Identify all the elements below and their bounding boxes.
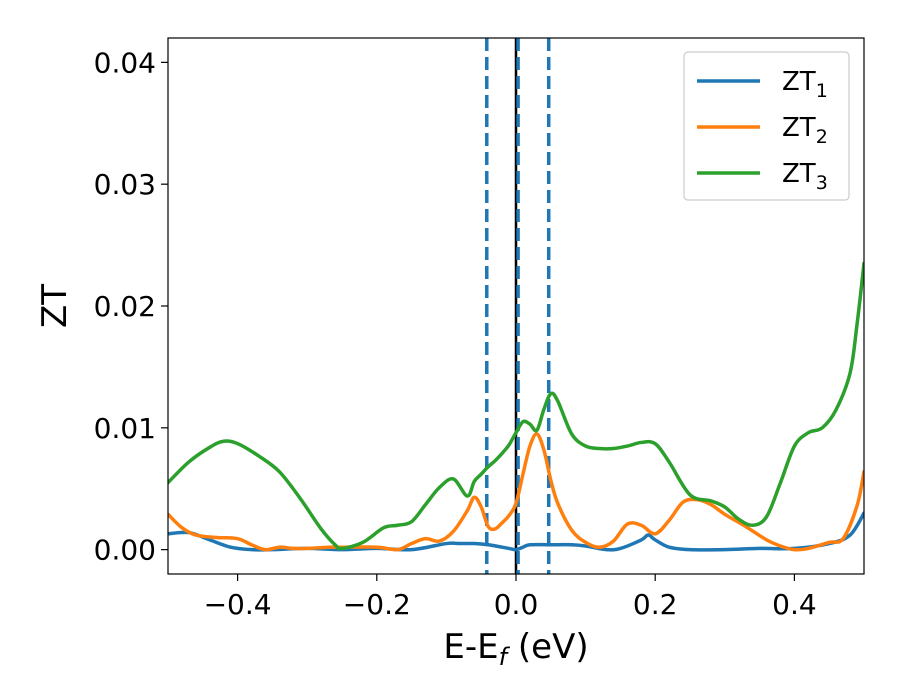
legend-label-zt3: ZT3 [782, 159, 828, 194]
legend: ZT1 ZT2 ZT3 [683, 51, 850, 201]
y-tick-label: 0.02 [94, 290, 156, 323]
legend-label-zt2: ZT2 [782, 113, 828, 148]
y-tick-label: 0.04 [94, 46, 156, 79]
x-tick-label: −0.2 [343, 588, 411, 621]
y-tick-label: 0.01 [94, 412, 156, 445]
x-axis-label-main: E-E [443, 627, 498, 667]
x-tick-label: −0.4 [204, 588, 272, 621]
legend-box [683, 51, 850, 201]
x-axis-label: E-Ef (eV) [443, 627, 588, 671]
y-axis-label: ZT [35, 284, 75, 328]
x-tick-label: 0.0 [494, 588, 539, 621]
x-axis-label-unit: (eV) [507, 627, 589, 667]
x-tick-label: 0.2 [633, 588, 678, 621]
y-tick-label: 0.00 [94, 534, 156, 567]
x-tick-label: 0.4 [772, 588, 817, 621]
legend-label-zt1: ZT1 [782, 67, 828, 102]
y-tick-label: 0.03 [94, 168, 156, 201]
series-line-zt3 [168, 261, 864, 551]
series-line-zt2 [168, 432, 864, 552]
